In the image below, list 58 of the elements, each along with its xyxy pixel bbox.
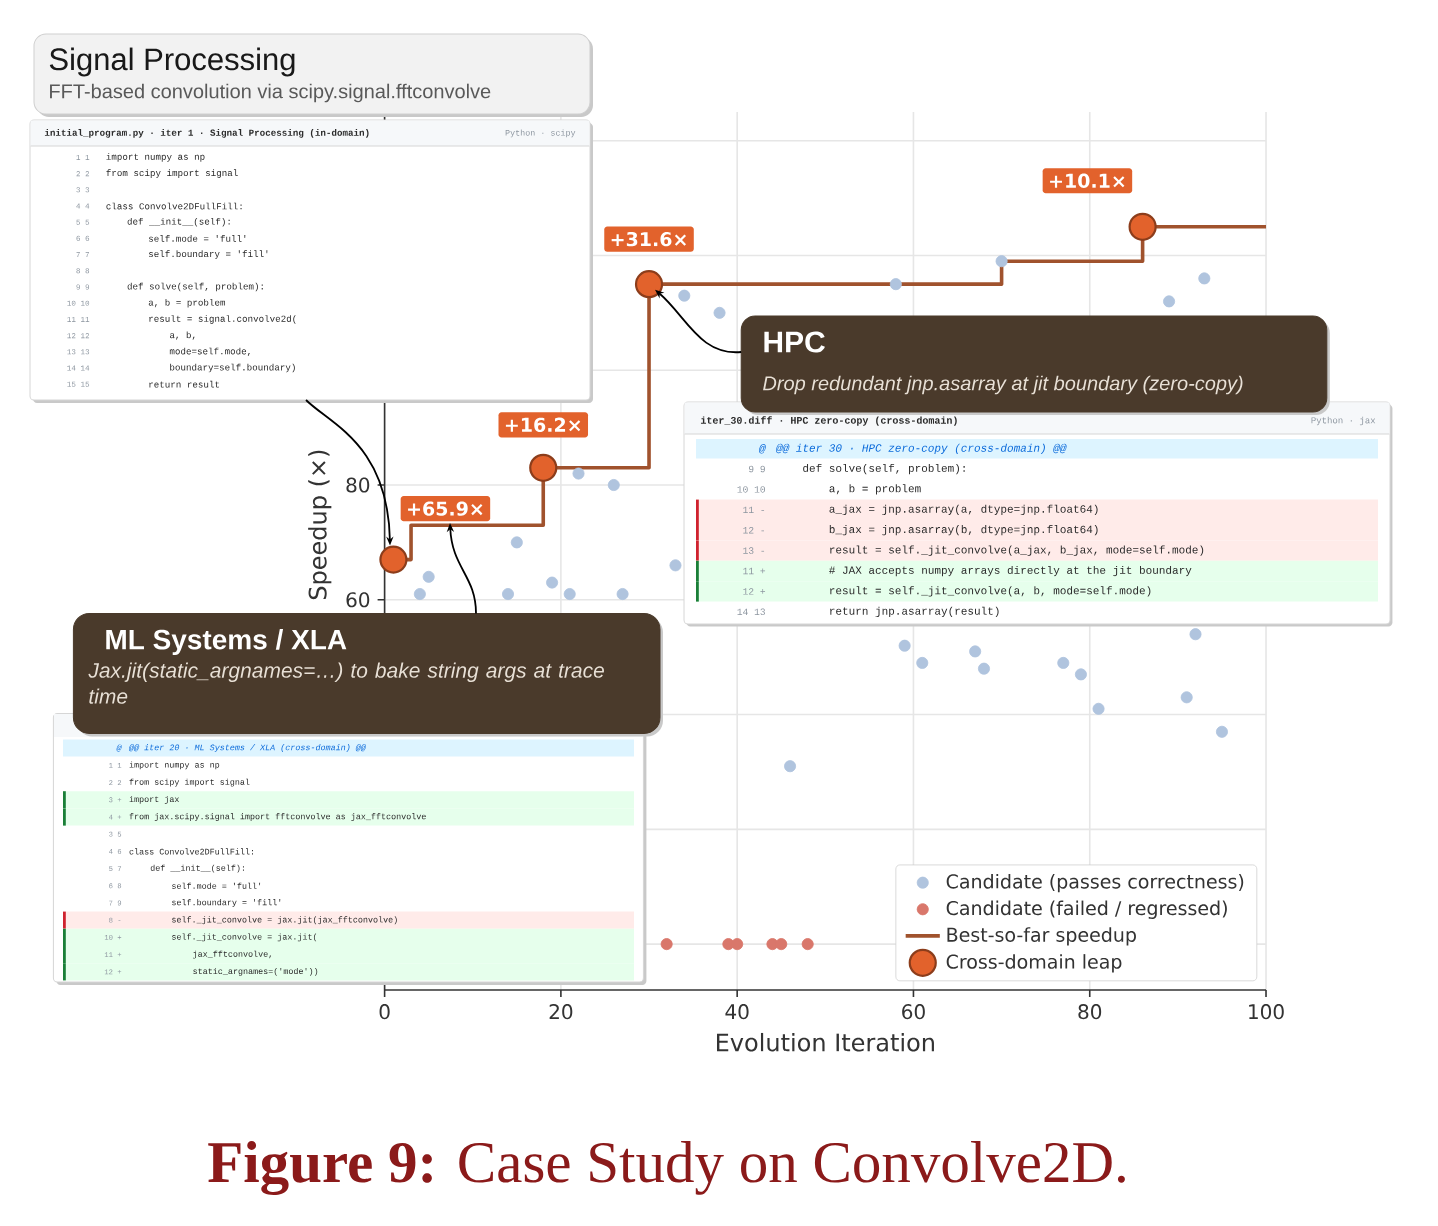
text: FFT-based convolution via scipy.signal.fftconvolve [50, 83, 491, 103]
point [1128, 212, 1157, 241]
point [669, 559, 682, 572]
point [413, 588, 426, 601]
point [546, 576, 559, 589]
x-tick-label: 0 [379, 1004, 390, 1020]
annotation: Drop redundant jnp.asarray at jit boundary (zero-copy) [763, 375, 1243, 395]
point [977, 662, 990, 675]
point [678, 289, 691, 302]
x-tick-label: 100 [1249, 1004, 1284, 1020]
point [731, 938, 744, 951]
point [775, 938, 788, 951]
legend-label: Candidate (passes correctness) [946, 873, 1244, 893]
point [1074, 668, 1087, 681]
point [502, 588, 514, 601]
x-tick-label: 40 [725, 1004, 749, 1020]
annotation: +10.1× [1050, 173, 1125, 188]
point [572, 467, 585, 480]
point [1163, 295, 1176, 308]
text: ML Systems / XLA [106, 628, 347, 656]
point [889, 278, 902, 291]
point [801, 938, 814, 951]
x-axis-title: Evolution Iteration [717, 1032, 934, 1052]
point [529, 453, 558, 482]
legend-label: Best-so-far speedup [947, 927, 1136, 946]
annotation: Jax.jit(static_argnames=…) to bake string args at trace time [88, 662, 604, 704]
y-axis-title: Speedup (×) [308, 450, 332, 600]
x-tick-label: 20 [549, 1004, 573, 1020]
point [1180, 691, 1193, 704]
annotation: +16.2× [505, 417, 581, 432]
point [1092, 702, 1105, 715]
x-tick-label: 80 [1078, 1004, 1102, 1020]
legend-label: Candidate (failed / regressed) [946, 900, 1227, 919]
point [607, 479, 620, 492]
annotation: +31.6× [611, 231, 687, 247]
point [713, 306, 726, 319]
point [995, 255, 1008, 268]
point [563, 588, 576, 601]
annotation: HPC [764, 331, 825, 353]
point [1057, 656, 1070, 669]
point [660, 938, 673, 951]
point [1215, 725, 1228, 738]
point [634, 270, 664, 299]
point [379, 545, 408, 574]
point [422, 570, 435, 583]
legend-label: Cross-domain leap [946, 954, 1122, 973]
point [916, 656, 929, 669]
text: Signal Processing [49, 47, 295, 77]
point [969, 645, 982, 658]
point [784, 760, 797, 773]
annotation: +65.9× [408, 501, 483, 516]
point [510, 536, 523, 549]
x-tick-label: 60 [902, 1004, 925, 1020]
text: Figure 9: Case Study on Convolve2D. [208, 1141, 1125, 1195]
point [1198, 272, 1211, 285]
point [616, 588, 629, 601]
point [898, 639, 911, 652]
point [1189, 628, 1202, 641]
